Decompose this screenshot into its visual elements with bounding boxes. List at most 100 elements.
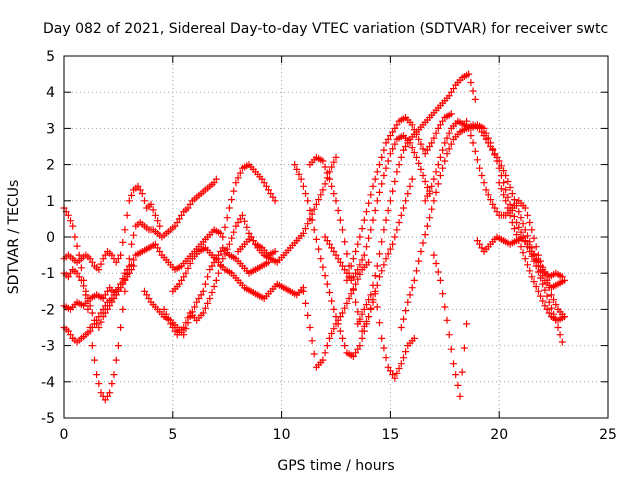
data-point xyxy=(415,131,418,133)
data-point xyxy=(132,189,135,191)
data-point xyxy=(89,257,91,260)
series-track-20 xyxy=(463,117,568,321)
data-point xyxy=(535,257,537,260)
data-point xyxy=(328,171,331,173)
data-point xyxy=(502,181,505,184)
data-point xyxy=(430,142,433,144)
data-point xyxy=(115,261,118,264)
data-point xyxy=(372,185,374,188)
series-track-19 xyxy=(430,251,471,400)
data-point xyxy=(391,131,394,133)
data-point xyxy=(241,167,244,170)
data-point xyxy=(148,247,150,249)
data-point xyxy=(76,272,78,275)
data-point xyxy=(485,138,487,141)
data-point xyxy=(359,344,361,347)
data-point xyxy=(409,138,411,141)
data-point xyxy=(274,250,276,253)
plot-frame xyxy=(63,55,609,419)
data-point xyxy=(141,192,144,195)
data-point xyxy=(106,308,109,311)
data-point xyxy=(457,120,459,122)
data-point xyxy=(396,138,398,141)
x-tick-label: 0 xyxy=(60,427,69,443)
data-point xyxy=(352,257,355,260)
data-point xyxy=(228,254,231,256)
data-point xyxy=(531,276,533,278)
data-point xyxy=(343,268,346,271)
series-track-22 xyxy=(495,179,568,324)
data-point xyxy=(335,200,337,202)
data-point xyxy=(180,265,183,267)
data-point xyxy=(404,116,407,119)
data-point xyxy=(563,315,566,318)
data-point xyxy=(356,268,359,271)
series-track-05 xyxy=(60,226,225,313)
data-point xyxy=(174,268,176,271)
data-point xyxy=(213,181,215,184)
data-point xyxy=(167,261,170,264)
y-tick-label: 4 xyxy=(46,85,55,101)
data-point xyxy=(80,257,83,260)
data-point xyxy=(446,319,448,322)
data-point xyxy=(189,312,192,314)
data-point xyxy=(350,279,353,282)
data-point xyxy=(191,200,194,202)
data-point xyxy=(385,142,387,144)
series-track-09 xyxy=(219,161,279,241)
chart-title: Day 082 of 2021, Sidereal Day-to-day VTE… xyxy=(43,21,608,37)
data-point xyxy=(243,243,246,246)
data-point xyxy=(67,330,70,332)
data-point xyxy=(424,200,427,202)
data-point xyxy=(407,301,409,303)
data-point xyxy=(228,243,231,246)
data-point xyxy=(459,131,461,133)
data-point xyxy=(511,192,514,195)
data-point xyxy=(444,142,446,144)
data-point xyxy=(204,189,207,191)
data-point xyxy=(98,326,100,329)
data-point xyxy=(254,268,257,271)
data-point xyxy=(489,142,492,144)
data-point xyxy=(143,225,146,227)
data-point xyxy=(102,315,104,318)
data-point xyxy=(563,279,566,282)
data-point xyxy=(124,228,126,231)
data-point xyxy=(178,218,181,220)
data-point xyxy=(71,225,74,227)
data-point xyxy=(235,257,237,260)
data-point xyxy=(237,250,239,253)
data-point xyxy=(80,337,83,340)
series-track-01 xyxy=(60,175,220,404)
data-point xyxy=(141,250,144,253)
data-point xyxy=(306,200,309,202)
data-point xyxy=(309,218,311,220)
data-point xyxy=(330,247,333,249)
data-point xyxy=(148,228,150,231)
data-point xyxy=(509,203,511,206)
data-point xyxy=(300,178,302,180)
data-point xyxy=(296,239,298,242)
data-point xyxy=(248,272,250,275)
data-point xyxy=(561,276,564,278)
data-point xyxy=(208,268,211,271)
series-markers xyxy=(463,117,568,321)
data-point xyxy=(67,276,70,278)
data-point xyxy=(222,247,224,249)
y-tick-label: 0 xyxy=(46,230,55,246)
data-point xyxy=(256,247,259,249)
series-markers xyxy=(421,117,566,346)
data-point xyxy=(250,236,252,238)
data-point xyxy=(354,301,357,303)
data-point xyxy=(93,323,96,325)
data-point xyxy=(367,261,370,264)
data-point xyxy=(150,203,152,206)
series-track-12 xyxy=(299,258,373,371)
data-point xyxy=(135,225,137,227)
data-point xyxy=(111,254,113,256)
y-tick-label: 2 xyxy=(46,158,55,174)
data-point xyxy=(202,312,205,314)
data-point xyxy=(208,185,211,188)
data-point xyxy=(191,257,194,260)
data-point xyxy=(302,290,305,293)
